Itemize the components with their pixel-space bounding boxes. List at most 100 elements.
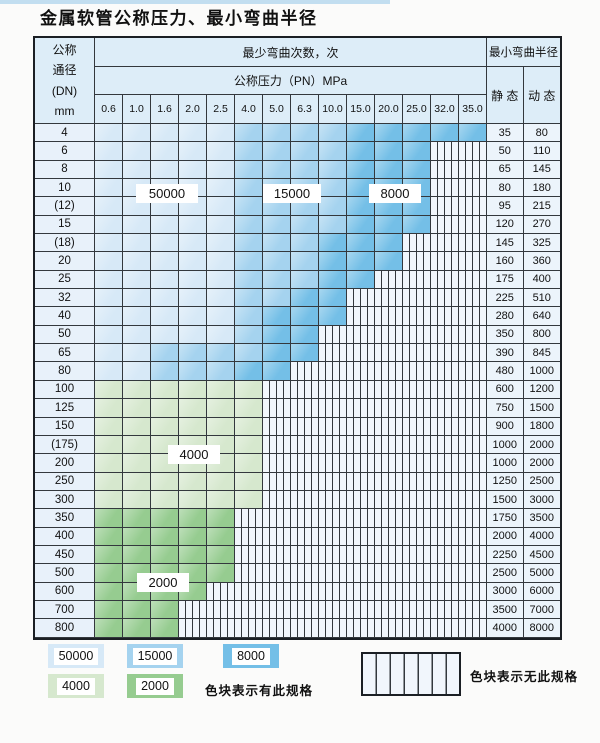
spec-cell <box>179 527 207 546</box>
spec-cell <box>235 399 263 418</box>
spec-cell <box>95 490 123 510</box>
spec-cell <box>95 399 123 418</box>
spec-cell <box>179 289 207 308</box>
pressure-values-row: 0.6 1.0 1.6 2.0 2.5 4.0 5.0 6.3 10.0 15.0 20.0 25.0… <box>95 95 487 124</box>
spec-cell <box>123 215 151 235</box>
spec-cell <box>151 509 179 528</box>
no-spec-cell <box>179 619 207 638</box>
spec-cell <box>207 564 235 583</box>
spec-cell <box>207 490 235 510</box>
spec-cell <box>235 179 263 198</box>
dn-cell: 150 <box>35 417 95 436</box>
spec-cell <box>235 160 263 180</box>
spec-cell <box>123 362 151 381</box>
spec-cell <box>123 435 151 455</box>
no-spec-cell <box>347 307 375 326</box>
spec-cell <box>319 289 347 308</box>
no-spec-cell <box>403 399 431 418</box>
spec-cell <box>123 289 151 308</box>
no-spec-cell <box>375 509 403 528</box>
no-spec-cell <box>431 179 459 198</box>
spec-cell <box>347 252 375 271</box>
dn-cell: 250 <box>35 472 95 491</box>
top-accent-bar <box>0 0 390 4</box>
dynamic-value-cell: 2000 <box>523 454 560 473</box>
static-column-header: 静 态 <box>487 67 524 124</box>
dynamic-value-cell: 2000 <box>523 435 560 455</box>
no-spec-cell <box>403 270 431 290</box>
no-spec-cell <box>319 545 347 565</box>
no-spec-cell <box>319 344 347 363</box>
pressure-col-header: 25.0 <box>403 95 431 124</box>
no-spec-cell <box>319 527 347 546</box>
spec-cell <box>179 472 207 491</box>
no-spec-cell <box>375 527 403 546</box>
no-spec-cell <box>375 270 403 290</box>
no-spec-cell <box>207 619 235 638</box>
table-row: 350 1750 3500 <box>35 509 560 528</box>
spec-cell <box>291 142 319 161</box>
spec-cell <box>207 160 235 180</box>
no-spec-cell <box>291 454 319 473</box>
dn-header-line: 通径 <box>52 63 77 78</box>
spec-cell <box>179 380 207 400</box>
spec-cell <box>263 142 291 161</box>
no-spec-cell <box>431 307 459 326</box>
no-spec-cell <box>459 564 487 583</box>
no-spec-cell <box>347 325 375 345</box>
no-spec-cell <box>459 380 487 400</box>
spec-cell <box>95 509 123 528</box>
static-value-cell: 350 <box>487 325 524 345</box>
table-row: 50 350 800 <box>35 325 560 345</box>
page-title: 金属软管公称压力、最小弯曲半径 <box>40 9 318 29</box>
pressure-header: 公称压力（PN）MPa <box>95 67 487 95</box>
no-spec-cell <box>319 619 347 638</box>
no-spec-cell <box>375 564 403 583</box>
dn-cell: 6 <box>35 142 95 161</box>
no-spec-cell <box>403 325 431 345</box>
static-value-cell: 3000 <box>487 582 524 601</box>
no-spec-cell <box>375 600 403 620</box>
dn-cell: (18) <box>35 234 95 253</box>
spec-cell <box>151 252 179 271</box>
pressure-col-header: 32.0 <box>431 95 459 124</box>
spec-cell <box>95 344 123 363</box>
spec-cell <box>95 270 123 290</box>
dn-cell: 8 <box>35 160 95 180</box>
spec-cell <box>123 472 151 491</box>
spec-cell <box>95 619 123 638</box>
dn-cell: 300 <box>35 490 95 510</box>
spec-cell <box>319 252 347 271</box>
no-spec-cell <box>263 399 291 418</box>
spec-cell <box>263 160 291 180</box>
no-spec-cell <box>431 417 459 436</box>
no-spec-cell <box>319 417 347 436</box>
pressure-col-header: 6.3 <box>291 95 319 124</box>
dn-header-line: mm <box>54 103 75 118</box>
spec-cell <box>151 289 179 308</box>
static-value-cell: 1000 <box>487 454 524 473</box>
no-spec-cell <box>431 619 459 638</box>
static-value-cell: 1500 <box>487 490 524 510</box>
no-spec-cell <box>263 564 291 583</box>
no-spec-cell <box>403 417 431 436</box>
static-value-cell: 50 <box>487 142 524 161</box>
dn-cell: 50 <box>35 325 95 345</box>
spec-cell <box>207 289 235 308</box>
table-header: 公称 通径 (DN) mm 最少弯曲次数，次 最小弯曲半径 公称压力（PN）MP… <box>35 38 560 124</box>
spec-cell <box>235 197 263 216</box>
dynamic-value-cell: 360 <box>523 252 560 271</box>
spec-cell <box>123 399 151 418</box>
no-spec-cell <box>403 527 431 546</box>
no-spec-cell <box>459 582 487 601</box>
dynamic-value-cell: 3500 <box>523 509 560 528</box>
dn-cell: 40 <box>35 307 95 326</box>
spec-cell <box>347 124 375 143</box>
spec-cell <box>95 179 123 198</box>
spec-cell <box>179 417 207 436</box>
static-value-cell: 145 <box>487 234 524 253</box>
no-spec-cell <box>431 454 459 473</box>
no-spec-cell <box>459 142 487 161</box>
spec-cell <box>207 527 235 546</box>
legend-swatch-text: 4000 <box>57 677 95 695</box>
